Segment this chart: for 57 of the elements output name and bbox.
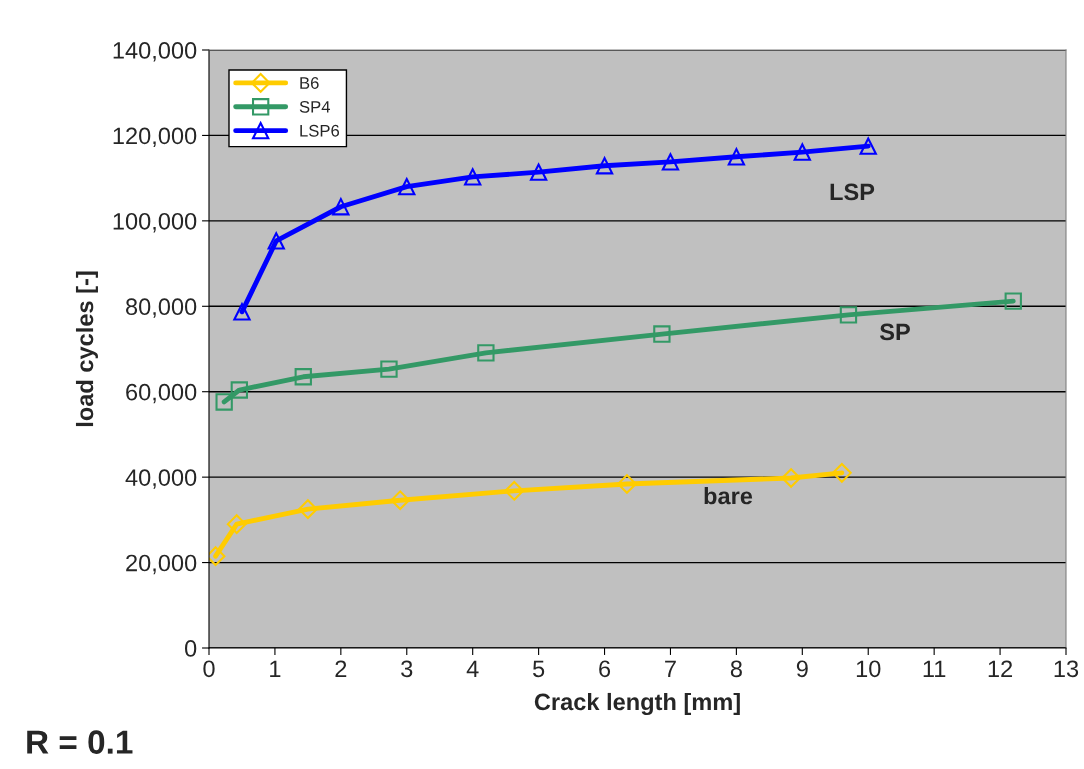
point [398,178,416,196]
legend-label: B6 [300,77,319,89]
point [831,462,852,483]
point [859,137,877,155]
annotation: LSP [830,183,875,201]
annotation: bare [704,486,753,505]
point [230,381,248,399]
x-axis-title: Crack length [mm] [534,692,740,716]
point [298,499,318,520]
annotation: SP [879,323,910,341]
point [294,368,312,386]
x-tick-label: 2 [335,660,347,677]
x-tick-label: 5 [532,660,545,678]
point [390,490,411,511]
y-tick-label: 20,000 [126,554,197,575]
point [661,153,680,171]
y-tick-label: 0 [184,640,197,657]
x-tick-label: 1 [270,660,281,677]
legend-label: SP4 [299,100,331,113]
y-axis-title: load cycles [-] [75,271,98,427]
point [653,325,671,343]
y-tick-label: 60,000 [126,383,197,404]
point [226,514,247,535]
y-tick-label: 100,000 [113,212,197,233]
x-tick-label: 0 [203,660,215,678]
point [617,474,637,494]
y-tick-label: 120,000 [113,127,197,148]
x-tick-label: 13 [1054,660,1079,678]
point [727,148,746,166]
point [380,360,398,378]
point [477,344,495,362]
point [1004,292,1022,310]
point [332,198,350,216]
point [781,468,801,488]
x-tick-label: 10 [856,660,881,678]
x-tick-label: 4 [466,660,479,677]
point [839,306,858,324]
x-tick-label: 7 [665,660,676,677]
point [504,480,525,501]
point [793,143,811,161]
point [233,303,251,321]
point [267,232,285,250]
y-tick-label: 140,000 [113,42,197,62]
x-tick-label: 6 [599,660,611,678]
y-tick-label: 80,000 [126,298,197,318]
text: R = 0.1 [27,730,133,754]
point [464,168,482,186]
point [529,163,548,181]
legend-label: LSP6 [300,124,340,137]
x-tick-label: 11 [923,660,946,677]
y-tick-label: 40,000 [125,469,197,489]
x-tick-label: 8 [730,660,742,678]
x-tick-label: 9 [796,660,808,678]
point [215,393,233,411]
x-tick-label: 3 [401,660,413,678]
x-tick-label: 12 [988,660,1013,677]
point [595,157,614,175]
